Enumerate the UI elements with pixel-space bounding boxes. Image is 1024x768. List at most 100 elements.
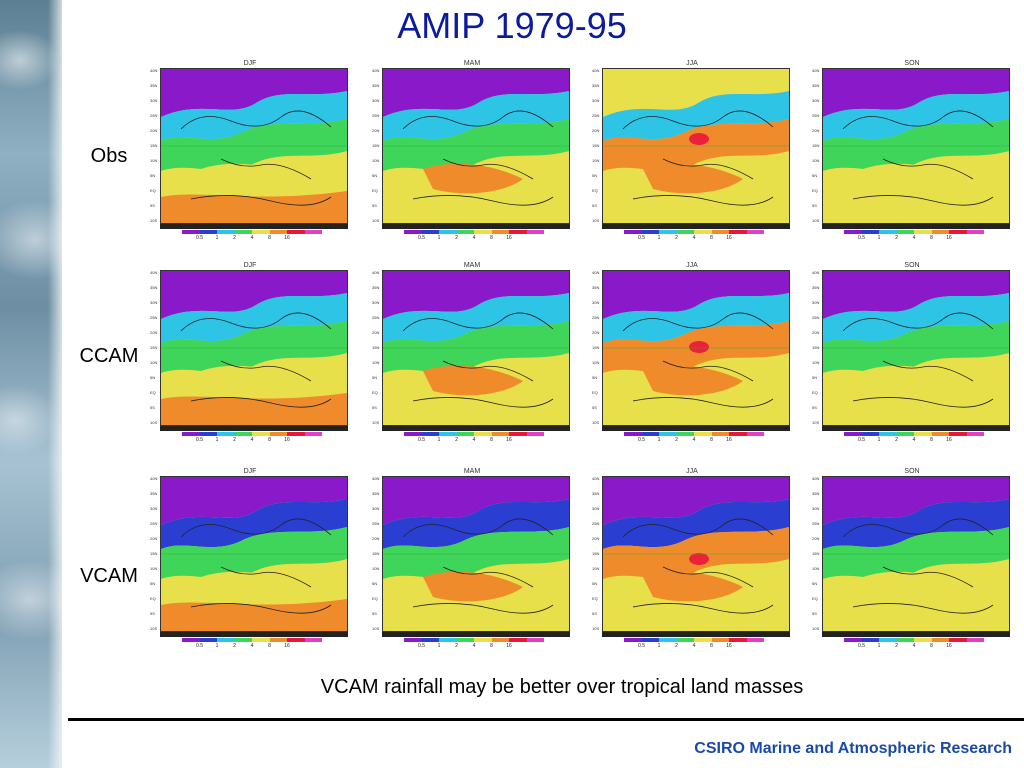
color-scale-swatch	[304, 432, 322, 436]
color-scale-bar	[182, 432, 322, 436]
color-scale-tick: 8	[268, 235, 271, 241]
map-panel-ccam-jja: JJA 40N 35N 30N 25N 20N 15N 10N 5N EQ 5S 10S 0.5 1 2 4 8…	[592, 262, 792, 446]
color-scale-tick: 2	[675, 643, 678, 649]
color-scale-swatch	[966, 230, 984, 234]
color-scale-swatch	[217, 638, 235, 642]
latitude-tick: 10S	[372, 626, 380, 631]
latitude-tick: 30N	[150, 506, 158, 511]
longitude-axis	[160, 632, 348, 637]
panel-season-label: MAM	[463, 468, 481, 475]
color-scale-swatch	[861, 638, 879, 642]
latitude-tick: 5N	[150, 173, 156, 178]
latitude-tick: 30N	[150, 98, 158, 103]
color-scale-swatch	[456, 432, 474, 436]
color-scale-tick: 4	[472, 235, 476, 241]
color-scale-swatch	[676, 432, 694, 436]
color-scale-swatch	[287, 432, 305, 436]
color-scale-swatch	[234, 638, 252, 642]
color-scale-swatch	[624, 230, 642, 234]
color-scale-labels: 0.5 1 2 4 8 16	[624, 643, 764, 649]
color-scale-swatch	[949, 432, 967, 436]
color-scale-tick: 8	[268, 437, 271, 443]
color-scale-swatch	[844, 230, 862, 234]
latitude-tick: 35N	[372, 491, 380, 496]
longitude-axis	[382, 426, 570, 431]
row-label-vcam: VCAM	[80, 565, 138, 587]
color-scale-tick: 16	[946, 235, 952, 241]
color-scale-tick: 4	[912, 643, 916, 649]
panel-season-label: SON	[904, 60, 920, 67]
latitude-tick: 35N	[150, 285, 158, 290]
latitude-tick: 40N	[150, 476, 158, 481]
latitude-tick: 25N	[812, 315, 820, 320]
latitude-tick: 5N	[812, 375, 818, 380]
color-scale-bar	[404, 230, 544, 234]
color-scale-tick: 4	[472, 643, 476, 649]
rainfall-map	[602, 476, 790, 632]
latitude-axis: 40N 35N 30N 25N 20N 15N 10N 5N EQ 5S 10S	[372, 270, 382, 426]
color-scale-swatch	[624, 432, 642, 436]
latitude-tick: 20N	[372, 536, 380, 541]
latitude-tick: 40N	[592, 270, 600, 275]
latitude-tick: 40N	[150, 68, 158, 73]
latitude-tick: 10N	[592, 360, 600, 365]
latitude-tick: 35N	[592, 83, 600, 88]
color-scale-tick: 2	[895, 643, 898, 649]
latitude-tick: EQ	[372, 596, 378, 601]
color-scale-labels: 0.5 1 2 4 8 16	[182, 437, 322, 443]
color-scale-swatch	[439, 230, 457, 234]
longitude-axis	[160, 426, 348, 431]
longitude-axis	[602, 224, 790, 229]
color-scale-tick: 2	[675, 235, 678, 241]
color-scale-swatch	[861, 230, 879, 234]
longitude-axis	[602, 632, 790, 637]
color-scale-labels: 0.5 1 2 4 8 16	[404, 643, 544, 649]
latitude-tick: 10S	[812, 218, 820, 223]
latitude-tick: 5N	[372, 581, 378, 586]
latitude-tick: 20N	[150, 128, 158, 133]
color-scale-tick: 8	[930, 437, 933, 443]
color-scale-tick: 1	[877, 437, 881, 443]
color-scale-swatch	[234, 230, 252, 234]
longitude-axis	[160, 224, 348, 229]
color-scale-tick: 0.5	[196, 643, 203, 649]
latitude-tick: 10N	[592, 158, 600, 163]
color-scale-tick: 1	[657, 235, 661, 241]
color-scale-tick: 8	[490, 643, 493, 649]
latitude-axis: 40N 35N 30N 25N 20N 15N 10N 5N EQ 5S 10S	[592, 476, 602, 632]
latitude-axis: 40N 35N 30N 25N 20N 15N 10N 5N EQ 5S 10S	[592, 68, 602, 224]
color-scale-tick: 0.5	[196, 437, 203, 443]
latitude-tick: 5N	[812, 581, 818, 586]
latitude-tick: 15N	[372, 551, 380, 556]
latitude-tick: 20N	[150, 330, 158, 335]
color-scale-swatch	[676, 230, 694, 234]
latitude-tick: 10S	[372, 218, 380, 223]
color-scale-swatch	[182, 638, 200, 642]
latitude-axis: 40N 35N 30N 25N 20N 15N 10N 5N EQ 5S 10S	[812, 270, 822, 426]
color-scale-tick: 2	[455, 643, 458, 649]
latitude-tick: 10N	[150, 158, 158, 163]
latitude-tick: EQ	[812, 596, 818, 601]
latitude-tick: 25N	[372, 113, 380, 118]
panel-season-label: SON	[904, 468, 920, 475]
rainfall-map	[822, 476, 1010, 632]
color-scale-swatch	[217, 230, 235, 234]
latitude-tick: 5N	[372, 173, 378, 178]
latitude-tick: 25N	[592, 315, 600, 320]
latitude-tick: EQ	[372, 390, 378, 395]
color-scale-bar	[624, 432, 764, 436]
color-scale-swatch	[659, 230, 677, 234]
color-scale-swatch	[526, 432, 544, 436]
color-scale-swatch	[474, 230, 492, 234]
map-panel-ccam-mam: MAM 40N 35N 30N 25N 20N 15N 10N 5N EQ 5S 10S 0.5 1 2 4 8…	[372, 262, 572, 446]
longitude-axis	[822, 426, 1010, 431]
color-scale-swatch	[861, 432, 879, 436]
panel-season-label: MAM	[463, 262, 481, 269]
color-scale-swatch	[711, 230, 729, 234]
color-scale-labels: 0.5 1 2 4 8 16	[624, 437, 764, 443]
latitude-tick: 10N	[812, 360, 820, 365]
color-scale-tick: 16	[946, 437, 952, 443]
latitude-tick: 5S	[150, 405, 155, 410]
latitude-tick: 15N	[150, 143, 158, 148]
color-scale-swatch	[966, 638, 984, 642]
